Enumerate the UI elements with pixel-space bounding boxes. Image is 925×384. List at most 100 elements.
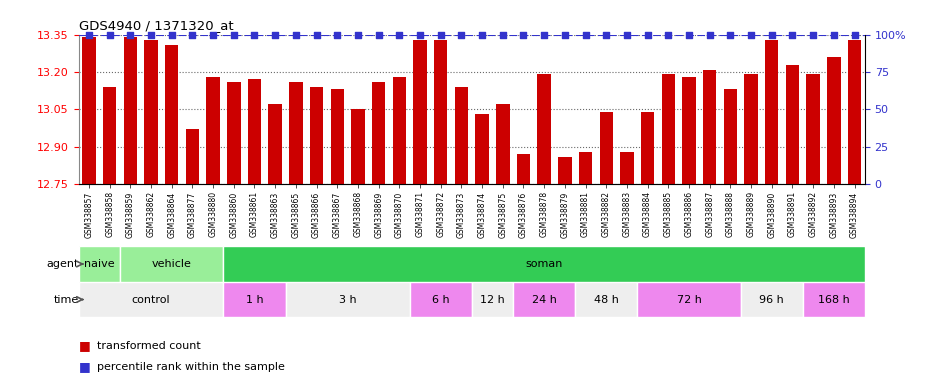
Point (143, 31, 158, 38)
Point (764, 31, 779, 38)
Point (475, 31, 489, 38)
Bar (434, 40, 448, 184)
Bar (165, 45, 179, 184)
Point (247, 31, 262, 38)
Bar (741, 282, 803, 317)
Point (371, 31, 386, 38)
Bar (765, 40, 779, 184)
Bar (661, 74, 675, 184)
Bar (683, 77, 696, 184)
Point (185, 31, 200, 38)
Text: transformed count: transformed count (97, 341, 201, 351)
Point (496, 31, 511, 38)
Bar (79, 282, 224, 317)
Bar (352, 109, 364, 184)
Bar (620, 152, 634, 184)
Text: 24 h: 24 h (532, 295, 557, 305)
Bar (703, 70, 717, 184)
Point (702, 31, 717, 38)
Point (620, 31, 635, 38)
Text: soman: soman (525, 259, 562, 269)
Bar (124, 37, 137, 184)
Point (640, 31, 655, 38)
Bar (286, 282, 410, 317)
Bar (186, 129, 199, 184)
Bar (558, 157, 572, 184)
Bar (372, 82, 386, 184)
Bar (803, 282, 865, 317)
Point (165, 31, 179, 38)
Bar (410, 282, 472, 317)
Bar (475, 114, 488, 184)
Point (205, 31, 220, 38)
Bar (248, 79, 261, 184)
Text: time: time (54, 295, 79, 305)
Bar (848, 40, 861, 184)
Text: 96 h: 96 h (759, 295, 784, 305)
Bar (537, 74, 551, 184)
Point (682, 31, 697, 38)
Point (806, 31, 820, 38)
Bar (310, 87, 324, 184)
Text: percentile rank within the sample: percentile rank within the sample (97, 362, 285, 372)
Text: 48 h: 48 h (594, 295, 619, 305)
Text: control: control (131, 295, 170, 305)
Bar (227, 82, 240, 184)
Bar (268, 104, 282, 184)
Text: 6 h: 6 h (432, 295, 450, 305)
Text: vehicle: vehicle (152, 259, 191, 269)
Text: GDS4940 / 1371320_at: GDS4940 / 1371320_at (79, 19, 233, 32)
Bar (392, 77, 406, 184)
Bar (517, 154, 530, 184)
Bar (224, 282, 286, 317)
Text: naive: naive (84, 259, 115, 269)
Bar (641, 112, 654, 184)
Text: 12 h: 12 h (480, 295, 505, 305)
Bar (413, 40, 426, 184)
Bar (785, 65, 799, 184)
Bar (807, 74, 820, 184)
Bar (599, 112, 613, 184)
Point (744, 31, 758, 38)
Bar (455, 87, 468, 184)
Bar (82, 37, 95, 184)
Bar (513, 282, 575, 317)
Point (227, 31, 241, 38)
Text: 1 h: 1 h (246, 295, 264, 305)
Bar (120, 246, 224, 282)
Bar (579, 152, 592, 184)
Bar (472, 282, 513, 317)
Text: 3 h: 3 h (339, 295, 356, 305)
Point (413, 31, 427, 38)
Bar (637, 282, 741, 317)
Point (723, 31, 738, 38)
Text: 72 h: 72 h (676, 295, 701, 305)
Point (660, 31, 675, 38)
Text: 168 h: 168 h (818, 295, 850, 305)
Bar (575, 282, 637, 317)
Bar (330, 89, 344, 184)
Point (289, 31, 303, 38)
Point (433, 31, 448, 38)
Bar (103, 87, 117, 184)
Bar (745, 74, 758, 184)
Bar (827, 57, 841, 184)
Point (598, 31, 613, 38)
Point (103, 31, 117, 38)
Point (558, 31, 573, 38)
Point (123, 31, 138, 38)
Point (826, 31, 841, 38)
Bar (79, 246, 120, 282)
Point (536, 31, 551, 38)
Point (330, 31, 345, 38)
Point (309, 31, 324, 38)
Bar (723, 89, 737, 184)
Bar (290, 82, 302, 184)
Point (268, 31, 283, 38)
Text: ■: ■ (79, 339, 91, 352)
Point (847, 31, 862, 38)
Bar (224, 246, 865, 282)
Point (351, 31, 365, 38)
Point (516, 31, 531, 38)
Bar (144, 40, 158, 184)
